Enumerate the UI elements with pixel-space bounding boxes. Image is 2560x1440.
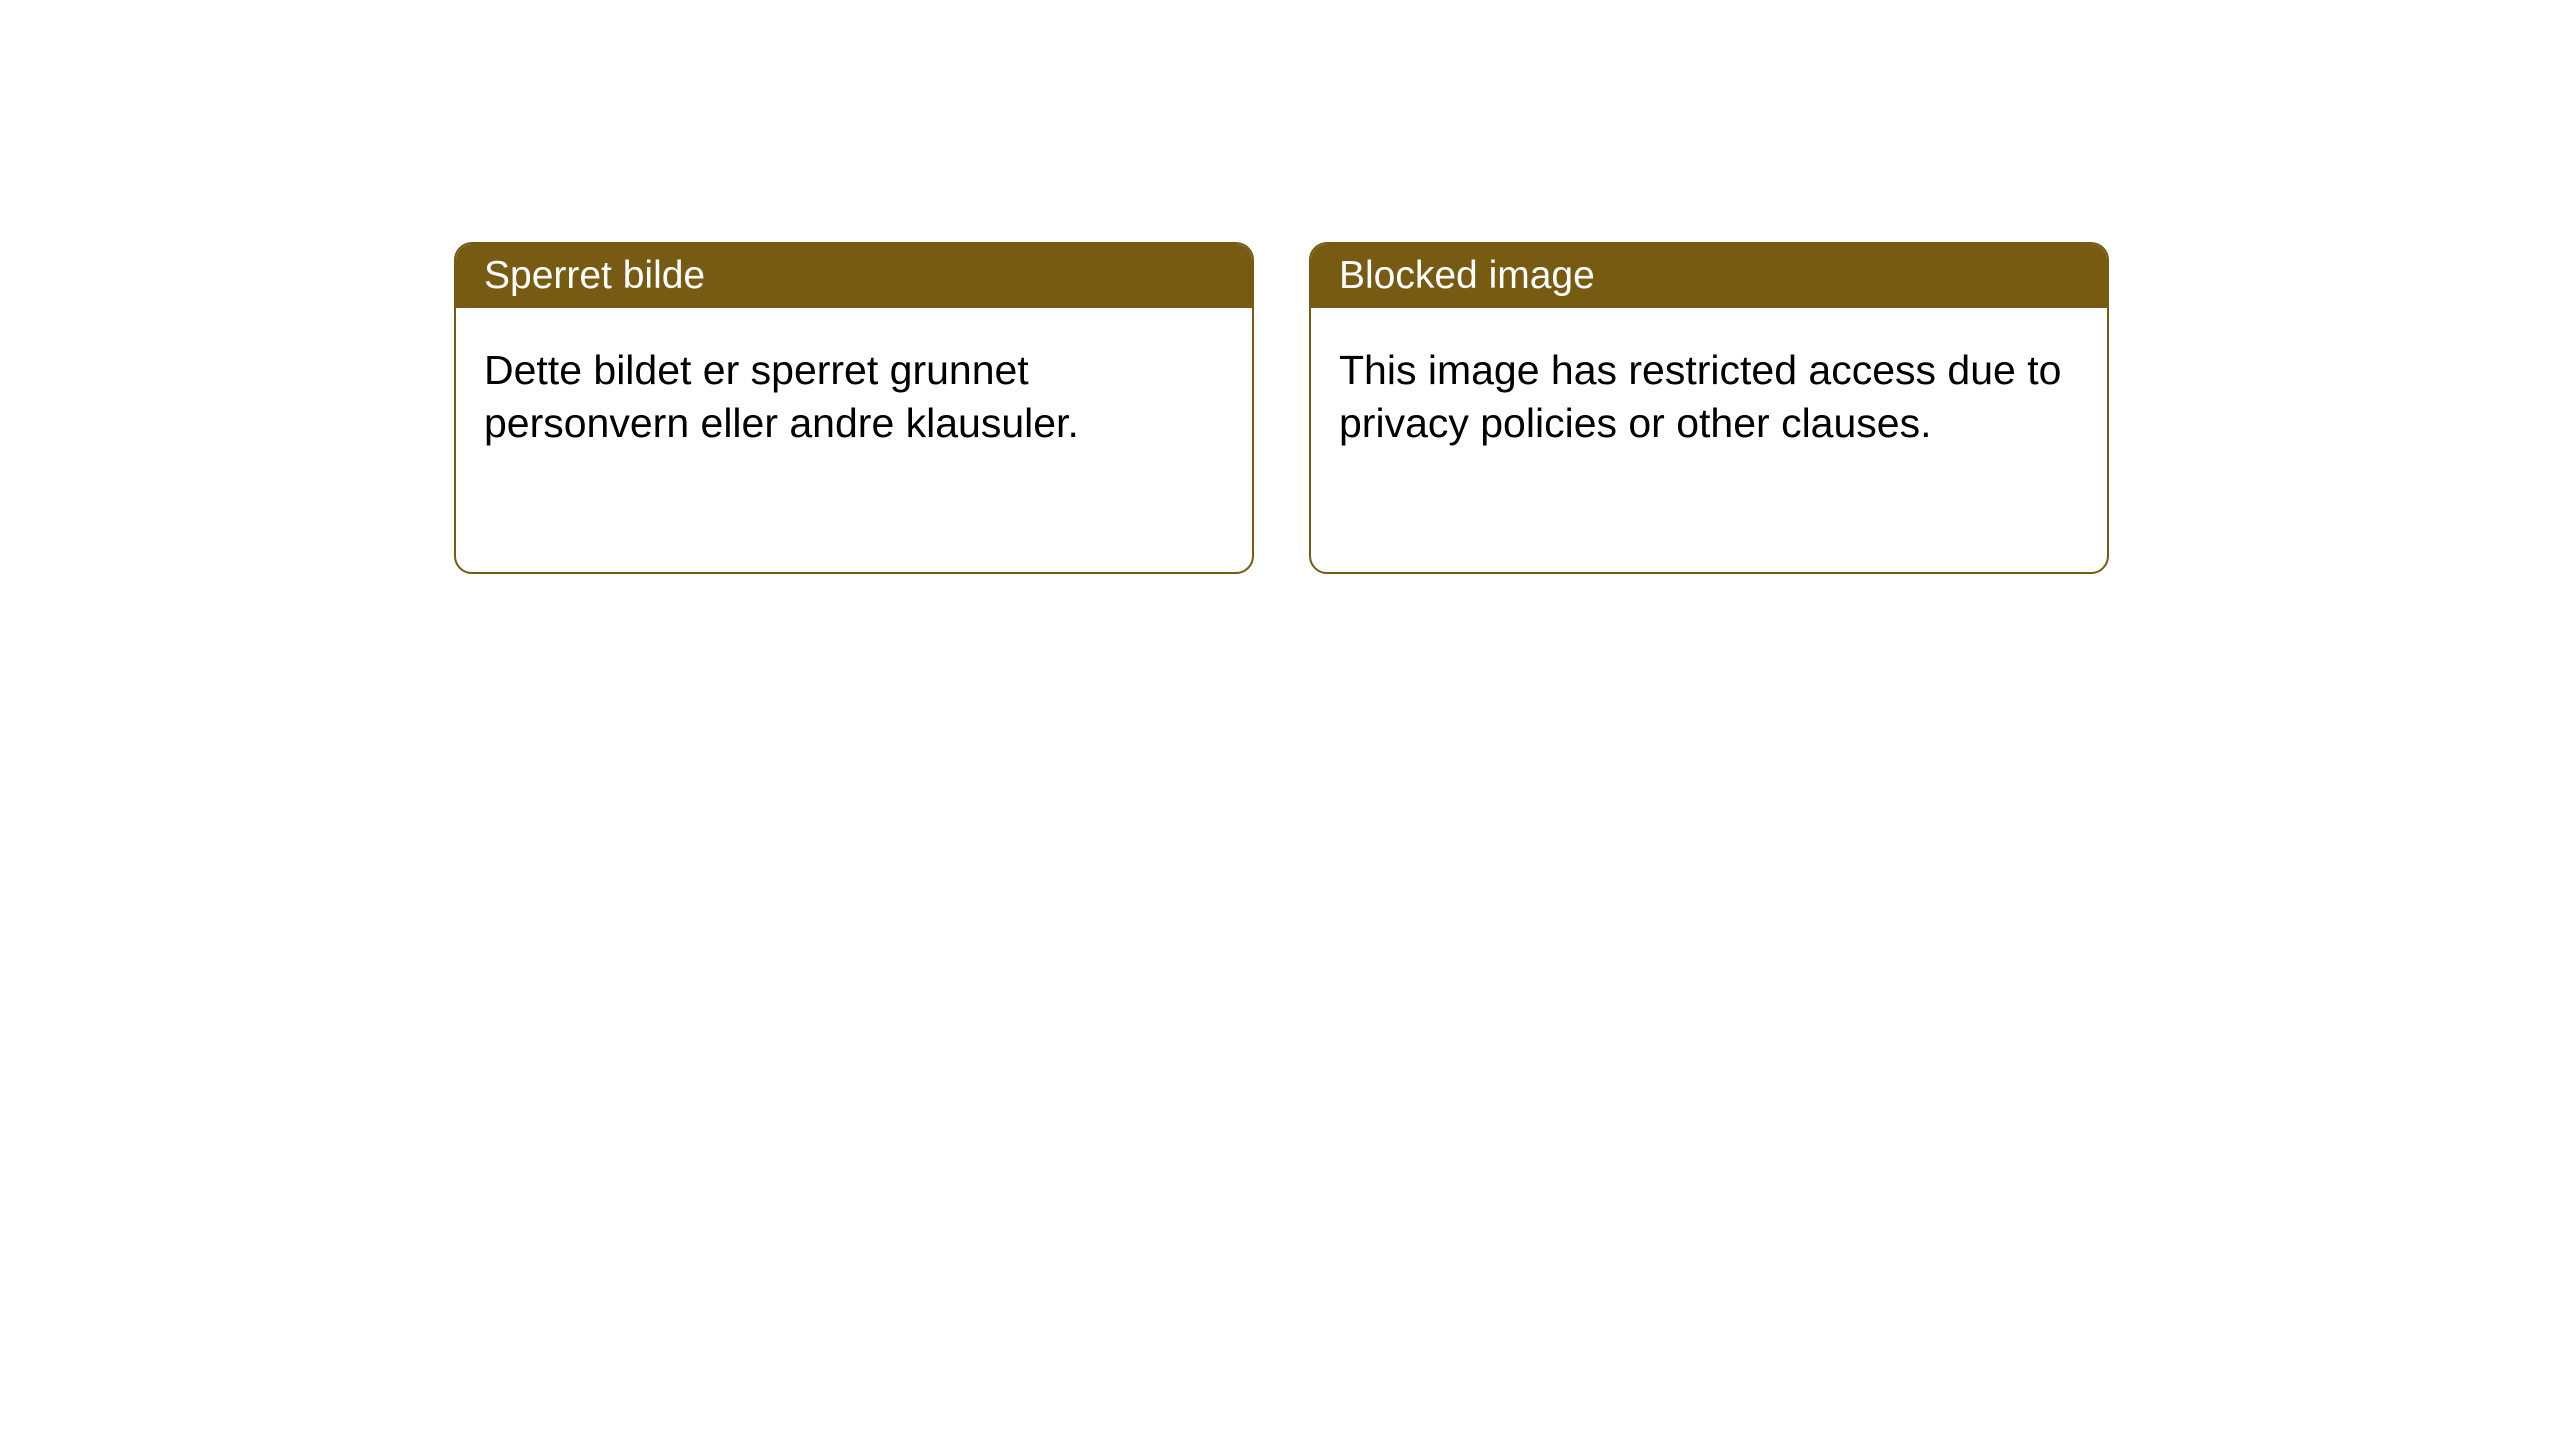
card-header: Blocked image: [1311, 244, 2107, 308]
card-header-text: Blocked image: [1339, 254, 1595, 297]
card-header-text: Sperret bilde: [484, 254, 705, 297]
card-body-text: This image has restricted access due to …: [1339, 347, 2061, 446]
card-body: Dette bildet er sperret grunnet personve…: [456, 308, 1252, 487]
notice-container: Sperret bilde Dette bildet er sperret gr…: [454, 242, 2109, 574]
card-body-text: Dette bildet er sperret grunnet personve…: [484, 347, 1079, 446]
card-body: This image has restricted access due to …: [1311, 308, 2107, 487]
card-header: Sperret bilde: [456, 244, 1252, 308]
notice-card-english: Blocked image This image has restricted …: [1309, 242, 2109, 574]
notice-card-norwegian: Sperret bilde Dette bildet er sperret gr…: [454, 242, 1254, 574]
